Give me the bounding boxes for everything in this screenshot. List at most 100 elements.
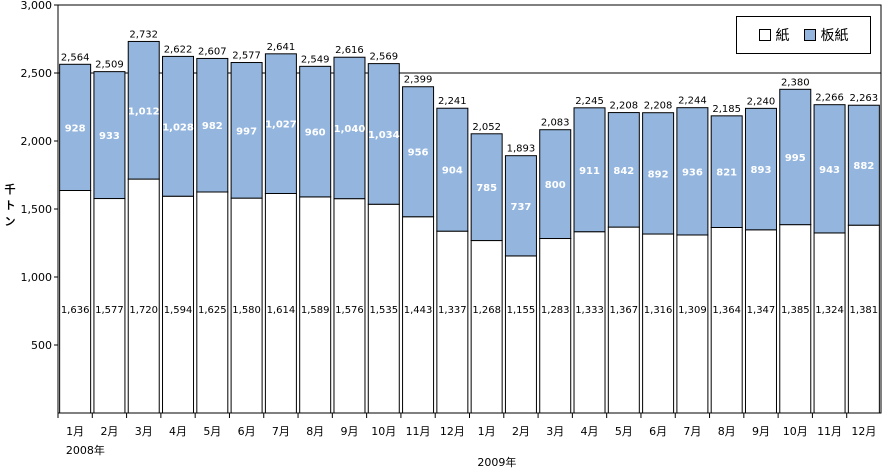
paperboard-label: 933	[99, 131, 120, 142]
total-label: 2,266	[815, 93, 844, 104]
y-axis-title-char: 千	[5, 182, 16, 196]
bar-paperboard	[779, 88, 812, 226]
bar-paper	[162, 195, 195, 414]
paperboard-label: 997	[236, 126, 257, 137]
paper-label: 1,337	[438, 305, 467, 316]
total-label: 1,893	[507, 144, 536, 155]
year-label-2009: 2009年	[477, 455, 516, 469]
y-tick-label: 2,500	[21, 67, 53, 80]
paper-label: 1,385	[781, 305, 810, 316]
x-tick-label: 5月	[615, 425, 633, 438]
paper-label: 1,309	[678, 305, 707, 316]
paperboard-label: 737	[511, 202, 532, 213]
paper-label: 1,580	[232, 305, 261, 316]
total-label: 2,245	[575, 96, 604, 107]
total-label: 2,263	[850, 93, 879, 104]
x-tick-label: 8月	[718, 425, 736, 438]
bar-paperboard	[847, 104, 880, 226]
bar-paperboard	[504, 155, 537, 257]
paperboard-label: 943	[819, 165, 840, 176]
total-label: 2,208	[609, 101, 638, 112]
x-tick-label: 12月	[440, 425, 465, 438]
x-tick-label: 9月	[340, 425, 358, 438]
legend-label-paper: 紙	[775, 28, 790, 44]
total-label: 2,083	[541, 118, 570, 129]
paperboard-label: 1,012	[128, 106, 160, 117]
bar-paperboard	[607, 112, 640, 228]
x-tick-label: 2月	[100, 425, 118, 438]
legend-swatch-paperboard	[803, 29, 816, 41]
paperboard-label: 960	[305, 128, 326, 139]
bar-paper	[744, 229, 777, 414]
total-label: 2,185	[712, 104, 741, 115]
bar-paperboard	[470, 133, 503, 242]
bar-paperboard	[813, 104, 846, 234]
total-label: 2,569	[369, 52, 398, 63]
paper-label: 1,381	[850, 305, 879, 316]
bar-paperboard	[367, 63, 400, 205]
y-tick-label: 1,000	[21, 271, 53, 284]
year-label-2008: 2008年	[66, 443, 105, 457]
paperboard-label: 1,028	[162, 122, 194, 133]
bar-paperboard	[333, 56, 366, 200]
paperboard-label: 821	[716, 168, 737, 179]
bar-paper	[539, 238, 572, 414]
paper-label: 1,367	[609, 305, 638, 316]
paperboard-label: 982	[202, 121, 223, 132]
paper-label: 1,576	[335, 305, 364, 316]
x-tick-label: 4月	[169, 425, 187, 438]
bar-paper	[299, 196, 332, 414]
bar-paper	[127, 178, 160, 414]
legend-swatch-paper	[758, 29, 771, 41]
paper-label: 1,625	[198, 305, 227, 316]
bar-paper	[436, 230, 469, 414]
total-label: 2,549	[301, 54, 330, 65]
bar-paperboard	[573, 107, 606, 233]
x-tick-label: 3月	[546, 425, 564, 438]
paperboard-label: 956	[408, 148, 429, 159]
total-label: 2,244	[678, 96, 707, 107]
paperboard-label: 995	[785, 153, 806, 164]
total-label: 2,607	[198, 46, 227, 57]
legend-label-paperboard: 板紙	[820, 28, 849, 44]
paperboard-label: 842	[613, 166, 634, 177]
paperboard-label: 936	[682, 167, 703, 178]
y-axis-title-char: ト	[5, 199, 16, 212]
bar-paperboard	[93, 71, 126, 200]
total-label: 2,052	[472, 122, 501, 133]
paperboard-label: 893	[751, 165, 772, 176]
total-label: 2,240	[747, 96, 776, 107]
bar-paper	[813, 232, 846, 414]
x-tick-label: 7月	[683, 425, 701, 438]
x-tick-label: 11月	[406, 425, 431, 438]
paper-label: 1,333	[575, 305, 604, 316]
bar-paper	[59, 190, 92, 414]
bar-paperboard	[744, 107, 777, 231]
x-tick-label: 12月	[851, 425, 876, 438]
bar-paper	[710, 226, 743, 414]
x-tick-label: 2月	[512, 425, 530, 438]
total-label: 2,208	[644, 101, 673, 112]
paperboard-label: 911	[579, 166, 600, 177]
bar-paper	[196, 191, 229, 414]
total-label: 2,616	[335, 45, 364, 56]
total-label: 2,380	[781, 77, 810, 88]
paper-label: 1,535	[369, 305, 398, 316]
paperboard-label: 882	[853, 161, 874, 172]
paper-label: 1,594	[164, 305, 193, 316]
paperboard-label: 1,034	[368, 130, 400, 141]
bar-paper	[779, 224, 812, 414]
x-tick-label: 1月	[66, 425, 84, 438]
paper-label: 1,720	[129, 305, 158, 316]
bar-paper	[607, 226, 640, 414]
paper-label: 1,324	[815, 305, 844, 316]
y-tick-label: 3,000	[21, 0, 53, 12]
paperboard-label: 904	[442, 166, 463, 177]
x-tick-label: 1月	[478, 425, 496, 438]
x-tick-label: 5月	[203, 425, 221, 438]
total-label: 2,732	[129, 29, 158, 40]
bar-paperboard	[642, 112, 675, 235]
legend-item-paperboard: 板紙	[803, 25, 849, 45]
bar-paper	[504, 255, 537, 414]
x-tick-label: 4月	[581, 425, 599, 438]
